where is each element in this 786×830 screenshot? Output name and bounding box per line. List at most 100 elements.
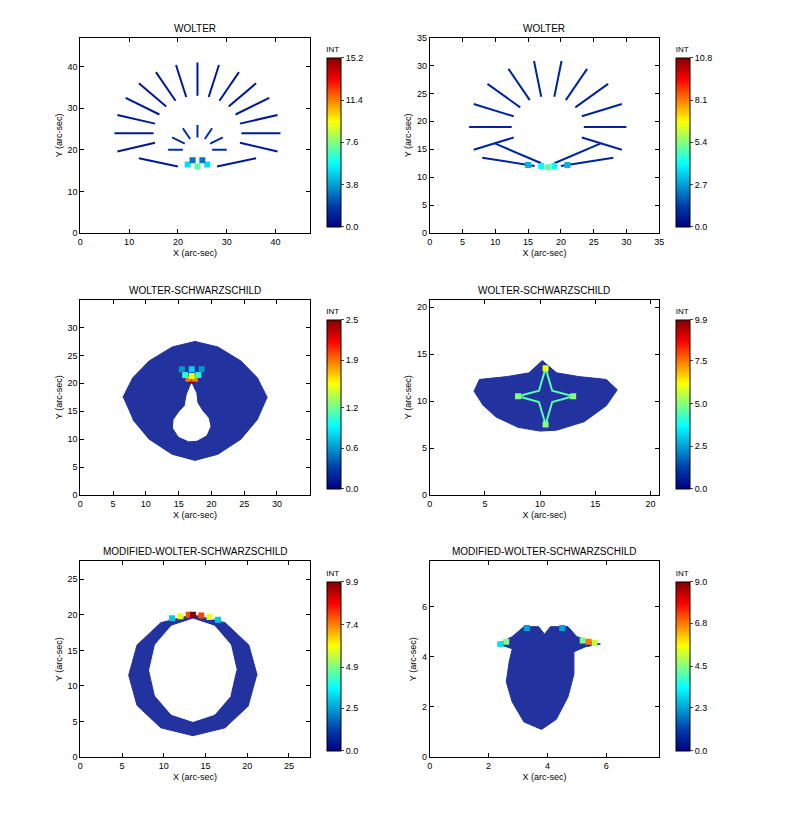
svg-text:2: 2: [486, 761, 491, 771]
svg-text:0.0: 0.0: [695, 222, 708, 232]
svg-text:INT: INT: [676, 569, 689, 578]
svg-text:30: 30: [621, 237, 631, 247]
svg-text:20: 20: [67, 610, 77, 620]
svg-text:20: 20: [242, 761, 252, 771]
svg-text:0: 0: [427, 761, 432, 771]
svg-text:2.7: 2.7: [695, 180, 708, 190]
svg-text:0: 0: [72, 490, 77, 500]
svg-text:2.5: 2.5: [346, 315, 359, 325]
svg-text:35: 35: [417, 33, 427, 43]
svg-text:5: 5: [422, 443, 427, 453]
svg-text:INT: INT: [326, 569, 339, 578]
svg-text:20: 20: [417, 302, 427, 312]
svg-text:15.2: 15.2: [346, 53, 364, 63]
svg-text:7.6: 7.6: [346, 137, 359, 147]
svg-text:X (arc-sec): X (arc-sec): [173, 510, 217, 520]
svg-text:8.1: 8.1: [695, 95, 708, 105]
svg-text:0: 0: [422, 490, 427, 500]
svg-text:30: 30: [67, 323, 77, 333]
svg-text:0: 0: [422, 228, 427, 238]
svg-text:25: 25: [284, 761, 294, 771]
svg-text:0: 0: [78, 237, 83, 247]
svg-text:2: 2: [422, 702, 427, 712]
svg-text:10: 10: [417, 172, 427, 182]
svg-text:10: 10: [67, 681, 77, 691]
svg-text:20: 20: [67, 378, 77, 388]
svg-text:0.0: 0.0: [695, 746, 708, 756]
svg-text:6: 6: [604, 761, 609, 771]
svg-text:Y (arc-sec): Y (arc-sec): [54, 375, 64, 419]
svg-text:5.4: 5.4: [695, 137, 708, 147]
svg-text:30: 30: [272, 499, 282, 509]
svg-text:10: 10: [67, 187, 77, 197]
svg-text:10: 10: [417, 396, 427, 406]
svg-text:10: 10: [159, 761, 169, 771]
svg-text:4.5: 4.5: [695, 661, 708, 671]
svg-text:15: 15: [200, 761, 210, 771]
svg-text:0: 0: [72, 752, 77, 762]
svg-text:15: 15: [67, 646, 77, 656]
svg-text:5: 5: [72, 462, 77, 472]
svg-text:20: 20: [556, 237, 566, 247]
svg-text:10: 10: [490, 237, 500, 247]
svg-text:7.4: 7.4: [346, 620, 359, 630]
svg-text:6: 6: [422, 602, 427, 612]
svg-text:0.0: 0.0: [346, 222, 359, 232]
svg-text:MODIFIED-WOLTER-SCHWARZSCHILD: MODIFIED-WOLTER-SCHWARZSCHILD: [103, 546, 287, 557]
svg-text:9.9: 9.9: [695, 315, 708, 325]
svg-text:INT: INT: [676, 307, 689, 316]
svg-text:30: 30: [67, 103, 77, 113]
svg-text:20: 20: [173, 237, 183, 247]
svg-text:0: 0: [422, 752, 427, 762]
svg-text:15: 15: [67, 406, 77, 416]
svg-text:30: 30: [222, 237, 232, 247]
svg-text:15: 15: [417, 349, 427, 359]
svg-text:0: 0: [427, 237, 432, 247]
svg-text:WOLTER-SCHWARZSCHILD: WOLTER-SCHWARZSCHILD: [129, 285, 261, 296]
svg-text:Y (arc-sec): Y (arc-sec): [403, 113, 413, 157]
svg-text:10: 10: [67, 434, 77, 444]
svg-text:2.5: 2.5: [346, 703, 359, 713]
svg-text:Y (arc-sec): Y (arc-sec): [54, 113, 64, 157]
svg-text:10: 10: [141, 499, 151, 509]
svg-text:X (arc-sec): X (arc-sec): [522, 772, 566, 782]
svg-text:10: 10: [124, 237, 134, 247]
svg-text:5.0: 5.0: [695, 399, 708, 409]
svg-text:0: 0: [427, 499, 432, 509]
svg-text:25: 25: [589, 237, 599, 247]
svg-text:20: 20: [67, 145, 77, 155]
svg-text:0: 0: [72, 228, 77, 238]
svg-text:25: 25: [67, 574, 77, 584]
svg-text:5: 5: [72, 717, 77, 727]
svg-text:35: 35: [654, 237, 664, 247]
svg-text:25: 25: [239, 499, 249, 509]
svg-text:Y (arc-sec): Y (arc-sec): [408, 637, 418, 681]
svg-text:6.8: 6.8: [695, 618, 708, 628]
svg-text:5: 5: [482, 499, 487, 509]
svg-text:INT: INT: [326, 307, 339, 316]
svg-text:5: 5: [111, 499, 116, 509]
svg-text:11.4: 11.4: [346, 95, 363, 105]
svg-text:4.9: 4.9: [346, 662, 359, 672]
svg-text:40: 40: [67, 62, 77, 72]
svg-text:0.0: 0.0: [346, 746, 359, 756]
svg-text:4: 4: [545, 761, 550, 771]
svg-text:2.5: 2.5: [695, 441, 708, 451]
svg-text:X (arc-sec): X (arc-sec): [173, 772, 217, 782]
svg-text:20: 20: [645, 499, 655, 509]
svg-text:Y (arc-sec): Y (arc-sec): [54, 637, 64, 681]
svg-text:30: 30: [417, 61, 427, 71]
svg-text:10: 10: [535, 499, 545, 509]
svg-text:25: 25: [417, 89, 427, 99]
svg-text:WOLTER-SCHWARZSCHILD: WOLTER-SCHWARZSCHILD: [478, 285, 610, 296]
svg-text:2.3: 2.3: [695, 703, 708, 713]
svg-text:0.0: 0.0: [695, 484, 708, 494]
svg-text:5: 5: [120, 761, 125, 771]
svg-text:1.2: 1.2: [346, 403, 359, 413]
svg-text:WOLTER: WOLTER: [174, 23, 216, 34]
svg-text:WOLTER: WOLTER: [523, 23, 565, 34]
svg-text:10.8: 10.8: [695, 53, 713, 63]
svg-text:INT: INT: [326, 45, 339, 54]
svg-text:0.0: 0.0: [346, 484, 359, 494]
svg-text:INT: INT: [676, 45, 689, 54]
